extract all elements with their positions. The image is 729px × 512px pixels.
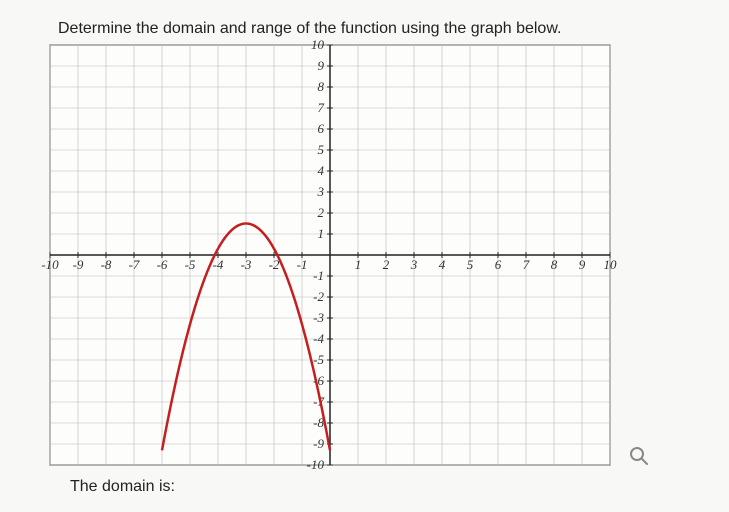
svg-text:-4: -4	[213, 257, 224, 272]
svg-text:-8: -8	[101, 257, 112, 272]
svg-text:6: 6	[495, 257, 502, 272]
svg-text:1: 1	[318, 226, 325, 241]
svg-text:-6: -6	[157, 257, 168, 272]
svg-text:3: 3	[317, 184, 325, 199]
svg-text:-10: -10	[41, 257, 59, 272]
svg-text:-4: -4	[313, 331, 324, 346]
svg-text:-7: -7	[129, 257, 140, 272]
svg-text:8: 8	[551, 257, 558, 272]
zoom-icon[interactable]	[629, 446, 649, 466]
svg-text:-1: -1	[313, 268, 324, 283]
svg-text:-3: -3	[241, 257, 252, 272]
svg-text:9: 9	[579, 257, 586, 272]
instruction-text: Determine the domain and range of the fu…	[20, 20, 709, 38]
svg-text:-5: -5	[313, 352, 324, 367]
svg-text:1: 1	[355, 257, 362, 272]
svg-text:-1: -1	[297, 257, 308, 272]
svg-text:5: 5	[467, 257, 474, 272]
svg-text:-9: -9	[313, 436, 324, 451]
svg-text:10: 10	[311, 40, 325, 52]
svg-text:7: 7	[523, 257, 530, 272]
svg-text:6: 6	[318, 121, 325, 136]
svg-text:4: 4	[439, 257, 446, 272]
svg-text:7: 7	[318, 100, 325, 115]
svg-text:5: 5	[318, 142, 325, 157]
coordinate-grid-chart: -10-9-8-7-6-5-4-3-2-112345678910-10-9-8-…	[20, 40, 640, 480]
svg-text:4: 4	[318, 163, 325, 178]
domain-answer-label: The domain is:	[20, 478, 709, 496]
svg-text:9: 9	[318, 58, 325, 73]
svg-text:2: 2	[318, 205, 325, 220]
svg-text:-10: -10	[307, 457, 325, 472]
svg-text:3: 3	[410, 257, 418, 272]
svg-text:10: 10	[604, 257, 618, 272]
svg-text:-9: -9	[73, 257, 84, 272]
worksheet-container: Determine the domain and range of the fu…	[20, 20, 709, 496]
svg-text:2: 2	[383, 257, 390, 272]
svg-text:-2: -2	[313, 289, 324, 304]
svg-text:-3: -3	[313, 310, 324, 325]
svg-text:8: 8	[318, 79, 325, 94]
svg-text:-5: -5	[185, 257, 196, 272]
